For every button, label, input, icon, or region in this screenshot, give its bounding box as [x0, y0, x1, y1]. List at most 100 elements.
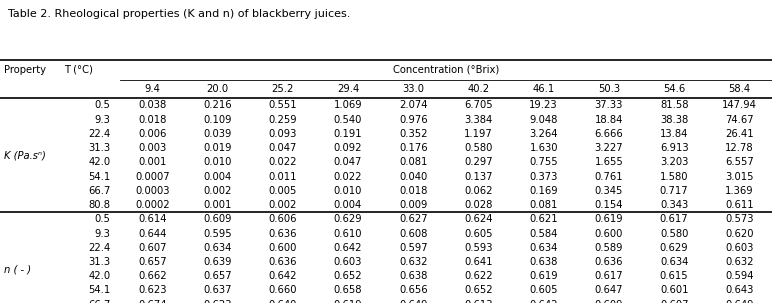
- Text: 0.637: 0.637: [203, 285, 232, 295]
- Text: 0.632: 0.632: [725, 257, 753, 267]
- Text: 0.216: 0.216: [203, 100, 232, 110]
- Text: 22.4: 22.4: [88, 243, 110, 253]
- Text: 2.074: 2.074: [399, 100, 428, 110]
- Text: 9.048: 9.048: [530, 115, 558, 125]
- Text: 25.2: 25.2: [272, 84, 294, 94]
- Text: 9.3: 9.3: [94, 228, 110, 238]
- Text: 0.540: 0.540: [334, 115, 362, 125]
- Text: 9.4: 9.4: [144, 84, 161, 94]
- Text: 0.062: 0.062: [464, 186, 493, 196]
- Text: 0.003: 0.003: [138, 143, 167, 153]
- Text: 31.3: 31.3: [88, 257, 110, 267]
- Text: 0.047: 0.047: [334, 157, 362, 167]
- Text: 3.227: 3.227: [594, 143, 623, 153]
- Text: 0.009: 0.009: [399, 200, 428, 210]
- Text: 0.580: 0.580: [464, 143, 493, 153]
- Text: 0.137: 0.137: [464, 171, 493, 181]
- Text: 0.629: 0.629: [660, 243, 689, 253]
- Text: 80.8: 80.8: [89, 200, 110, 210]
- Text: 0.611: 0.611: [725, 200, 753, 210]
- Text: 0.0002: 0.0002: [135, 200, 170, 210]
- Text: 0.615: 0.615: [660, 271, 689, 281]
- Text: 0.047: 0.047: [269, 143, 297, 153]
- Text: 0.605: 0.605: [464, 228, 493, 238]
- Text: 0.624: 0.624: [464, 214, 493, 224]
- Text: 20.0: 20.0: [206, 84, 229, 94]
- Text: 3.203: 3.203: [660, 157, 689, 167]
- Text: 0.652: 0.652: [334, 271, 362, 281]
- Text: 40.2: 40.2: [467, 84, 489, 94]
- Text: 0.018: 0.018: [138, 115, 167, 125]
- Text: 0.005: 0.005: [269, 186, 297, 196]
- Text: 0.002: 0.002: [269, 200, 297, 210]
- Text: 0.373: 0.373: [530, 171, 558, 181]
- Text: 0.617: 0.617: [594, 271, 623, 281]
- Text: 0.976: 0.976: [399, 115, 428, 125]
- Text: 0.004: 0.004: [334, 200, 362, 210]
- Text: 0.617: 0.617: [660, 214, 689, 224]
- Text: 0.652: 0.652: [464, 285, 493, 295]
- Text: 0.662: 0.662: [138, 271, 167, 281]
- Text: K (Pa.sⁿ): K (Pa.sⁿ): [4, 150, 46, 160]
- Text: 31.3: 31.3: [88, 143, 110, 153]
- Text: 0.642: 0.642: [334, 243, 362, 253]
- Text: 0.620: 0.620: [725, 228, 753, 238]
- Text: 0.643: 0.643: [725, 285, 753, 295]
- Text: 0.641: 0.641: [464, 257, 493, 267]
- Text: 0.038: 0.038: [138, 100, 167, 110]
- Text: 0.619: 0.619: [530, 271, 558, 281]
- Text: 0.603: 0.603: [725, 243, 753, 253]
- Text: 0.649: 0.649: [399, 300, 428, 303]
- Text: 0.657: 0.657: [138, 257, 167, 267]
- Text: 0.636: 0.636: [269, 257, 297, 267]
- Text: n ( - ): n ( - ): [4, 264, 31, 274]
- Text: 81.58: 81.58: [660, 100, 689, 110]
- Text: 0.595: 0.595: [203, 228, 232, 238]
- Text: 0.0003: 0.0003: [135, 186, 170, 196]
- Text: 37.33: 37.33: [594, 100, 623, 110]
- Text: 0.622: 0.622: [464, 271, 493, 281]
- Text: 0.010: 0.010: [203, 157, 232, 167]
- Text: 54.1: 54.1: [88, 285, 110, 295]
- Text: 0.040: 0.040: [399, 171, 428, 181]
- Text: 3.384: 3.384: [464, 115, 493, 125]
- Text: 0.589: 0.589: [594, 243, 623, 253]
- Text: 0.551: 0.551: [269, 100, 297, 110]
- Text: 0.039: 0.039: [203, 129, 232, 139]
- Text: 54.6: 54.6: [663, 84, 686, 94]
- Text: 0.092: 0.092: [334, 143, 362, 153]
- Text: T (°C): T (°C): [64, 65, 93, 75]
- Text: 19.23: 19.23: [530, 100, 558, 110]
- Text: 12.78: 12.78: [725, 143, 753, 153]
- Text: 6.705: 6.705: [464, 100, 493, 110]
- Text: 0.600: 0.600: [594, 228, 623, 238]
- Text: 0.022: 0.022: [269, 157, 297, 167]
- Text: 0.593: 0.593: [464, 243, 493, 253]
- Text: 0.674: 0.674: [138, 300, 167, 303]
- Text: 0.619: 0.619: [594, 214, 623, 224]
- Text: Concentration (°Brix): Concentration (°Brix): [393, 65, 499, 75]
- Text: 0.644: 0.644: [138, 228, 167, 238]
- Text: 0.636: 0.636: [594, 257, 623, 267]
- Text: 9.3: 9.3: [94, 115, 110, 125]
- Text: 0.002: 0.002: [203, 186, 232, 196]
- Text: 0.636: 0.636: [269, 228, 297, 238]
- Text: 0.642: 0.642: [269, 271, 297, 281]
- Text: 0.605: 0.605: [530, 285, 558, 295]
- Text: 0.0007: 0.0007: [135, 171, 170, 181]
- Text: 0.638: 0.638: [530, 257, 558, 267]
- Text: 0.297: 0.297: [464, 157, 493, 167]
- Text: 0.613: 0.613: [464, 300, 493, 303]
- Text: 22.4: 22.4: [88, 129, 110, 139]
- Text: 0.606: 0.606: [269, 214, 297, 224]
- Text: 0.647: 0.647: [594, 285, 623, 295]
- Text: 74.67: 74.67: [725, 115, 753, 125]
- Text: 0.632: 0.632: [399, 257, 428, 267]
- Text: 0.656: 0.656: [399, 285, 428, 295]
- Text: 58.4: 58.4: [728, 84, 750, 94]
- Text: 0.597: 0.597: [399, 243, 428, 253]
- Text: 0.717: 0.717: [660, 186, 689, 196]
- Text: 0.634: 0.634: [660, 257, 689, 267]
- Text: 0.608: 0.608: [399, 228, 428, 238]
- Text: 0.081: 0.081: [530, 200, 558, 210]
